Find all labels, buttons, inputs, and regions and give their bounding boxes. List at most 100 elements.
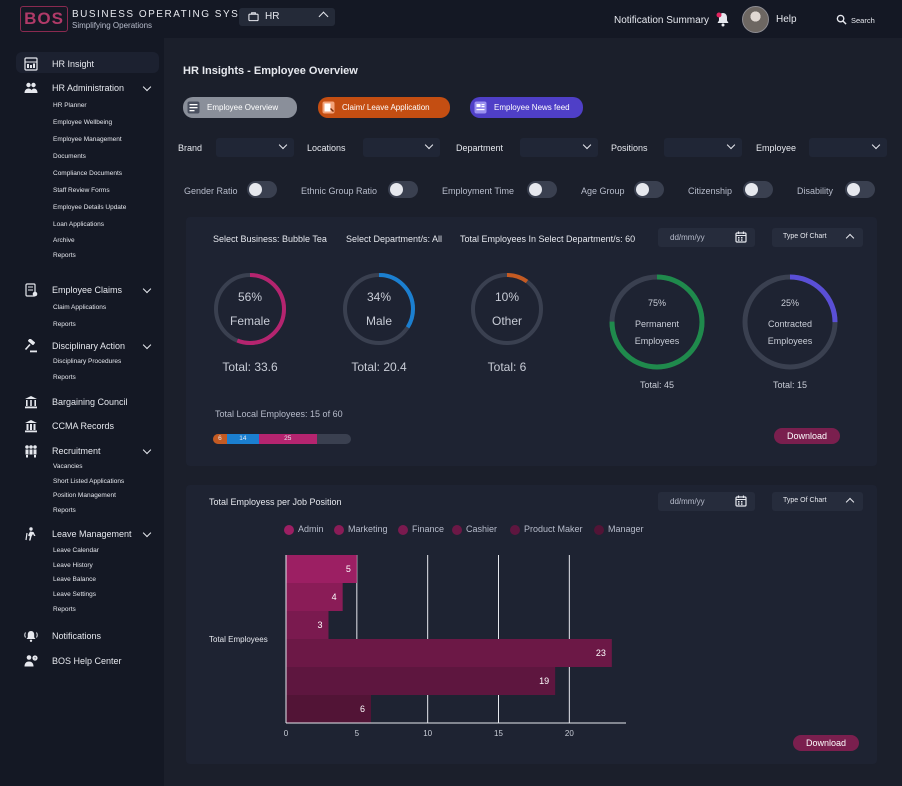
filter-label-department: Department xyxy=(456,143,504,153)
sidebar-item-disciplinary-action[interactable]: Disciplinary Action xyxy=(0,339,164,355)
sidebar-subitem[interactable]: Leave History xyxy=(53,562,93,569)
male-total: Total: 20.4 xyxy=(351,360,407,374)
bar-value-label: 6 xyxy=(360,704,365,714)
job-position-title: Total Employess per Job Position xyxy=(209,497,342,507)
employment-time-toggle[interactable] xyxy=(527,181,557,198)
sidebar-subitem[interactable]: Staff Review Forms xyxy=(53,187,110,194)
sidebar-subitem[interactable]: Employee Details Update xyxy=(53,204,127,211)
sidebar-subitem[interactable]: Reports xyxy=(53,252,76,259)
sidebar-subitem[interactable]: Disciplinary Procedures xyxy=(53,358,122,365)
avatar[interactable] xyxy=(742,6,769,33)
chart-type-label: Type Of Chart xyxy=(783,497,827,504)
gender-ratio-toggle[interactable] xyxy=(247,181,277,198)
sidebar-subitem[interactable]: Loan Applications xyxy=(53,221,104,228)
filter-label-brand: Brand xyxy=(178,143,203,153)
department-select[interactable] xyxy=(520,138,598,157)
sidebar-item-notifications[interactable]: Notifications xyxy=(0,629,164,645)
sidebar-subitem[interactable]: Archive xyxy=(53,237,75,244)
notification-summary-link[interactable]: Notification Summary xyxy=(614,15,710,26)
tab-employee-news-feed[interactable]: Employee News feed xyxy=(470,97,583,118)
bar[interactable] xyxy=(286,583,343,611)
sidebar-subitem[interactable]: Compliance Documents xyxy=(53,170,123,177)
sidebar-item-leave-management[interactable]: Leave Management xyxy=(0,527,164,543)
sidebar-subitem[interactable]: Documents xyxy=(53,153,86,160)
sidebar-subitem[interactable]: HR Planner xyxy=(53,102,87,109)
sidebar-item-employee-claims[interactable]: Employee Claims xyxy=(0,283,164,299)
search-label[interactable]: Search xyxy=(851,16,875,25)
help-menu[interactable]: Help xyxy=(776,14,797,25)
sidebar-subitem[interactable]: Reports xyxy=(53,507,76,514)
help-center-icon: ? xyxy=(24,655,38,667)
bar[interactable] xyxy=(286,667,556,695)
toggle-knob xyxy=(249,183,262,196)
sidebar-subitem[interactable]: Short Listed Applications xyxy=(53,478,125,485)
tab-claim-leave-application[interactable]: Claim/ Leave Application xyxy=(318,97,450,118)
sidebar-subitem[interactable]: Reports xyxy=(53,606,76,613)
sidebar-item-ccma-records[interactable]: CCMA Records xyxy=(0,419,164,435)
employee-select[interactable] xyxy=(809,138,887,157)
positions-download-button[interactable]: Download xyxy=(793,735,859,751)
sidebar-subitem[interactable]: Position Management xyxy=(53,492,116,499)
overview-chart-type-select[interactable]: Type Of Chart xyxy=(772,228,863,247)
legend-dot xyxy=(334,525,344,535)
bar[interactable] xyxy=(286,695,371,723)
sidebar-item-label: HR Insight xyxy=(52,59,95,69)
donut-arc xyxy=(343,273,415,345)
toggle-label-citizenship: Citizenship xyxy=(688,186,733,196)
age-group-toggle[interactable] xyxy=(634,181,664,198)
bar-value-label: 19 xyxy=(539,676,549,686)
overview-icon xyxy=(187,101,200,114)
bar[interactable] xyxy=(286,639,612,667)
local-bar-segment: 25 xyxy=(259,434,317,444)
ethnic-group-ratio-toggle[interactable] xyxy=(388,181,418,198)
local-bar-segment: 6 xyxy=(213,434,227,444)
bos-logo[interactable]: BOS xyxy=(20,6,68,32)
local-bar-segment: 14 xyxy=(226,434,259,444)
svg-text:?: ? xyxy=(34,656,37,661)
bar[interactable] xyxy=(286,611,329,639)
sidebar-subitem[interactable]: Vacancies xyxy=(53,463,83,470)
bell-icon[interactable] xyxy=(716,11,730,27)
sidebar-subitem[interactable]: Leave Settings xyxy=(53,591,97,598)
recruitment-icon xyxy=(25,445,37,458)
sidebar-item-label: Disciplinary Action xyxy=(52,341,126,351)
chevron-down-icon[interactable] xyxy=(142,445,152,455)
sidebar-item-bos-help-center[interactable]: ? BOS Help Center xyxy=(0,654,164,670)
module-select[interactable]: HR xyxy=(239,8,335,26)
sidebar-subitem[interactable]: Leave Balance xyxy=(53,576,97,583)
chevron-down-icon[interactable] xyxy=(142,340,152,350)
sidebar-item-hr-insight[interactable]: HR Insight xyxy=(0,57,164,73)
sidebar-subitem[interactable]: Reports xyxy=(53,321,76,328)
brand-select[interactable] xyxy=(216,138,294,157)
overview-download-button[interactable]: Download xyxy=(774,428,840,444)
overview-date-input[interactable]: dd/mm/yy xyxy=(658,228,755,247)
calendar-icon[interactable] xyxy=(735,231,747,243)
positions-select[interactable] xyxy=(664,138,742,157)
chevron-down-icon[interactable] xyxy=(142,82,152,92)
tab-employee-overview[interactable]: Employee Overview xyxy=(183,97,297,118)
bar[interactable] xyxy=(286,555,357,583)
leave-icon xyxy=(25,527,36,541)
toggle-label-gender-ratio: Gender Ratio xyxy=(184,186,238,196)
citizenship-toggle[interactable] xyxy=(743,181,773,198)
chevron-down-icon xyxy=(278,140,288,150)
sidebar-subitem[interactable]: Claim Applications xyxy=(53,304,107,311)
disability-toggle[interactable] xyxy=(845,181,875,198)
search-icon[interactable] xyxy=(836,14,847,25)
sidebar-item-bargaining-council[interactable]: Bargaining Council xyxy=(0,395,164,411)
other-label: Other xyxy=(491,314,522,328)
positions-chart-type-select[interactable]: Type Of Chart xyxy=(772,492,863,511)
sidebar-subitem[interactable]: Employee Management xyxy=(53,136,122,143)
sidebar-subitem[interactable]: Reports xyxy=(53,374,76,381)
chevron-down-icon[interactable] xyxy=(142,284,152,294)
sidebar-item-label: Leave Management xyxy=(52,529,132,539)
sidebar-item-hr-administration[interactable]: HR Administration xyxy=(0,81,164,97)
locations-select[interactable] xyxy=(363,138,440,157)
x-tick-label: 15 xyxy=(494,729,503,738)
sidebar-item-recruitment[interactable]: Recruitment xyxy=(0,444,164,460)
positions-date-input[interactable]: dd/mm/yy xyxy=(658,492,755,511)
sidebar-subitem[interactable]: Employee Wellbeing xyxy=(53,119,113,126)
chevron-down-icon[interactable] xyxy=(142,528,152,538)
calendar-icon[interactable] xyxy=(735,495,747,507)
sidebar-subitem[interactable]: Leave Calendar xyxy=(53,547,99,554)
